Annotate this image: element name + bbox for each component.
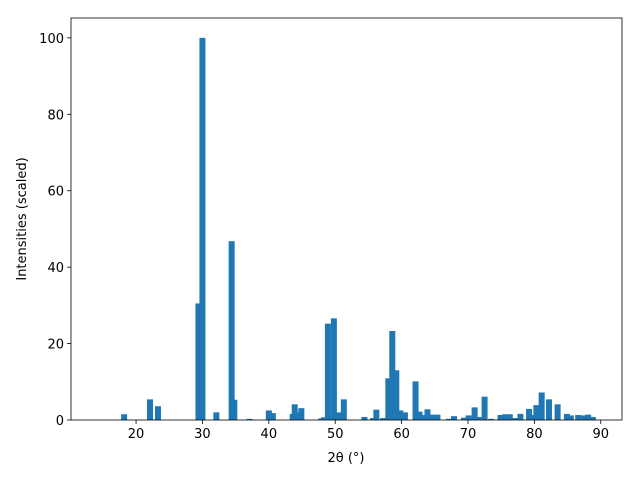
bar — [213, 412, 220, 420]
bar — [461, 417, 468, 420]
bar — [199, 37, 206, 420]
bar — [412, 381, 419, 420]
y-tick-label: 20 — [47, 338, 64, 353]
bar — [563, 413, 570, 420]
bar — [294, 412, 301, 420]
bar — [424, 409, 431, 420]
x-tick-label: 90 — [592, 427, 609, 442]
bar — [554, 404, 561, 420]
bar — [385, 378, 392, 420]
x-tick-label: 30 — [194, 427, 211, 442]
bar — [581, 415, 588, 420]
bar — [475, 416, 482, 420]
bar — [567, 415, 574, 420]
x-tick-label: 40 — [261, 427, 278, 442]
bar — [373, 409, 380, 420]
bar — [146, 399, 153, 420]
bar — [528, 415, 535, 420]
bar — [471, 407, 478, 420]
bar — [246, 418, 253, 420]
x-tick-label: 50 — [327, 427, 344, 442]
x-tick-label: 60 — [393, 427, 410, 442]
bar — [291, 404, 298, 420]
bar — [340, 399, 347, 420]
bar — [154, 406, 161, 420]
x-tick-label: 20 — [128, 427, 145, 442]
bar — [488, 418, 495, 420]
bar — [445, 418, 452, 420]
bar — [420, 415, 427, 420]
bar — [481, 396, 488, 420]
bar — [429, 414, 436, 420]
bar — [320, 417, 327, 420]
bar — [502, 414, 509, 420]
bar — [585, 414, 592, 420]
bar — [401, 412, 408, 420]
bar — [434, 414, 441, 420]
bar — [324, 323, 331, 420]
bar — [121, 414, 128, 420]
bar — [512, 418, 519, 420]
x-axis-label: 2θ (°) — [327, 451, 364, 466]
bar — [538, 392, 545, 420]
bar — [533, 405, 540, 420]
bar — [545, 399, 552, 420]
bar — [380, 418, 387, 420]
y-tick-label: 60 — [47, 185, 64, 200]
bar — [228, 241, 235, 420]
bar — [370, 418, 377, 420]
x-tick-label: 80 — [526, 427, 543, 442]
y-axis-label: Intensities (scaled) — [15, 157, 30, 280]
y-tick-label: 80 — [47, 108, 64, 123]
bar — [575, 415, 582, 420]
bar — [393, 370, 400, 420]
bar — [195, 303, 202, 420]
bar — [397, 410, 404, 420]
bar — [361, 416, 368, 420]
bar — [330, 318, 337, 420]
y-tick-label: 40 — [47, 261, 64, 276]
bar — [497, 415, 504, 420]
y-tick-label: 0 — [56, 414, 64, 429]
plot-frame — [70, 17, 623, 421]
bar — [336, 412, 343, 420]
y-tick-label: 100 — [39, 32, 64, 47]
bar — [265, 410, 272, 420]
bar — [298, 408, 305, 420]
bar — [506, 414, 513, 420]
bar — [526, 408, 533, 420]
bar — [465, 415, 472, 420]
bar — [389, 330, 396, 420]
bar — [517, 413, 524, 420]
bar — [589, 416, 596, 420]
bar — [269, 413, 276, 420]
bar — [231, 399, 238, 420]
bar — [416, 411, 423, 420]
x-tick-label: 70 — [460, 427, 477, 442]
bar — [451, 416, 458, 420]
